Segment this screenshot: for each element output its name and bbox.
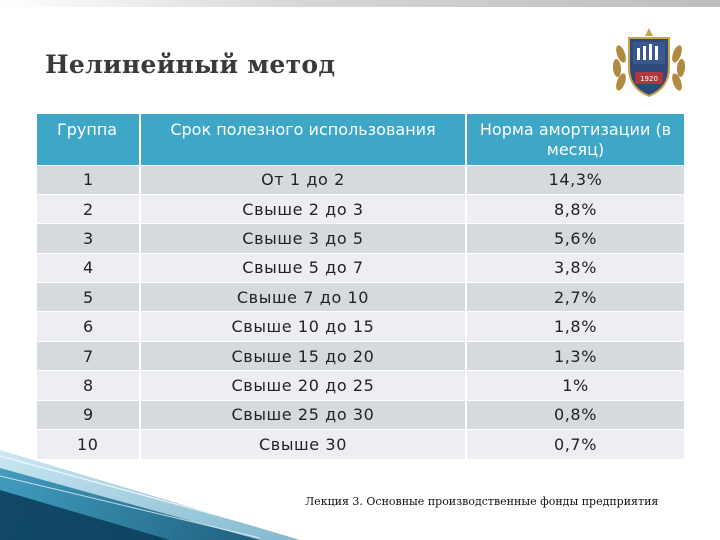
cell-term: Свыше 10 до 15 (140, 311, 467, 342)
header-rate: Норма амортизации (в месяц) (466, 114, 684, 165)
cell-term: Свыше 5 до 7 (140, 252, 467, 283)
cell-group: 5 (37, 282, 141, 312)
table-header-row: Группа Срок полезного использования Норм… (37, 114, 684, 165)
cell-rate: 8,8% (466, 193, 684, 224)
table-row: 10 Свыше 30 0,7% (37, 429, 684, 459)
table-row: 7 Свыше 15 до 20 1,3% (37, 340, 684, 371)
table-row: 8 Свыше 20 до 25 1% (37, 370, 684, 401)
cell-rate: 1% (466, 370, 684, 401)
university-emblem-icon: 1920 (612, 28, 686, 98)
cell-term: Свыше 7 до 10 (140, 282, 467, 312)
cell-rate: 1,3% (466, 340, 684, 371)
cell-term: Свыше 30 (140, 429, 467, 459)
cell-term: От 1 до 2 (140, 164, 467, 195)
cell-group: 8 (37, 370, 141, 401)
cell-term: Свыше 3 до 5 (140, 223, 467, 254)
cell-group: 7 (37, 340, 141, 371)
cell-rate: 1,8% (466, 311, 684, 342)
table-row: 1 От 1 до 2 14,3% (37, 164, 684, 195)
cell-group: 3 (37, 223, 141, 254)
cell-group: 4 (37, 252, 141, 283)
table-row: 6 Свыше 10 до 15 1,8% (37, 311, 684, 342)
table-row: 3 Свыше 3 до 5 5,6% (37, 223, 684, 254)
depreciation-table: Группа Срок полезного использования Норм… (37, 114, 684, 459)
cell-term: Свыше 2 до 3 (140, 193, 467, 224)
cell-term: Свыше 20 до 25 (140, 370, 467, 401)
table-row: 5 Свыше 7 до 10 2,7% (37, 282, 684, 312)
logo-year: 1920 (640, 75, 658, 83)
table-row: 2 Свыше 2 до 3 8,8% (37, 193, 684, 224)
table-row: 4 Свыше 5 до 7 3,8% (37, 252, 684, 283)
cell-group: 9 (37, 399, 141, 430)
cell-rate: 0,8% (466, 399, 684, 430)
header-term: Срок полезного использования (140, 114, 467, 165)
cell-group: 6 (37, 311, 141, 342)
top-rule (0, 0, 720, 7)
cell-rate: 0,7% (466, 429, 684, 459)
cell-group: 2 (37, 193, 141, 224)
cell-term: Свыше 25 до 30 (140, 399, 467, 430)
cell-term: Свыше 15 до 20 (140, 340, 467, 371)
header-group: Группа (37, 114, 141, 165)
cell-group: 1 (37, 164, 141, 195)
table-row: 9 Свыше 25 до 30 0,8% (37, 399, 684, 430)
page-title: Нелинейный метод (45, 50, 336, 79)
cell-rate: 14,3% (466, 164, 684, 195)
cell-rate: 5,6% (466, 223, 684, 254)
cell-rate: 2,7% (466, 282, 684, 312)
corner-decoration (0, 450, 300, 540)
cell-rate: 3,8% (466, 252, 684, 283)
cell-group: 10 (37, 429, 141, 459)
footer-lecture-caption: Лекция 3. Основные производственные фонд… (305, 495, 659, 508)
